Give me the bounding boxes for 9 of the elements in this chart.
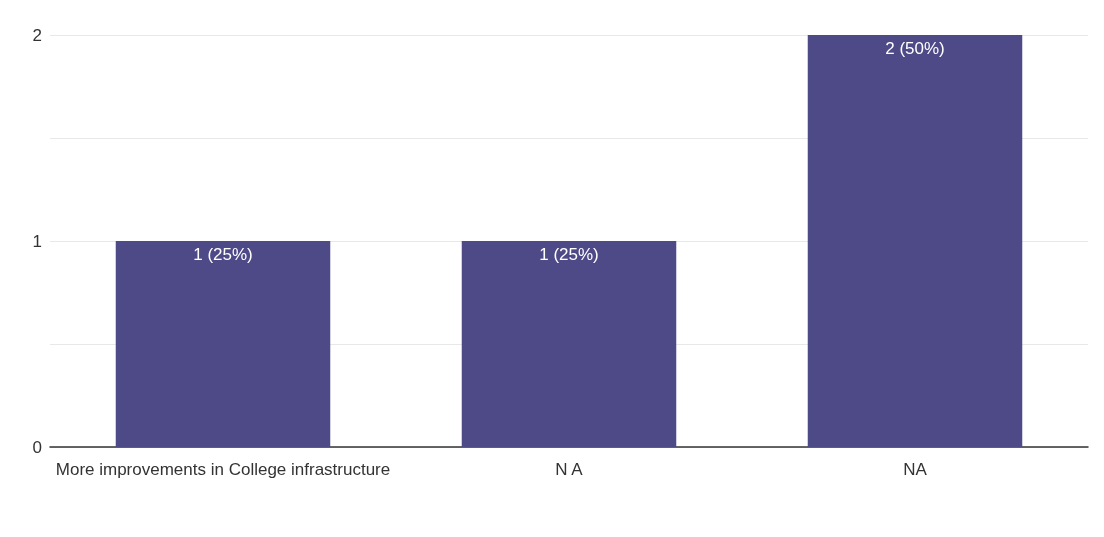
y-tick-label: 2 [32, 25, 42, 45]
x-tick-label: More improvements in College infrastructure [55, 460, 391, 479]
x-tick-label: NA [903, 460, 928, 479]
data-label: 2 (50%) [885, 39, 945, 58]
data-label: 1 (25%) [539, 245, 599, 264]
x-tick-label: N A [555, 460, 584, 479]
y-tick-label: 1 [32, 231, 42, 251]
y-tick-label: 0 [32, 437, 42, 457]
data-label: 1 (25%) [193, 245, 253, 264]
